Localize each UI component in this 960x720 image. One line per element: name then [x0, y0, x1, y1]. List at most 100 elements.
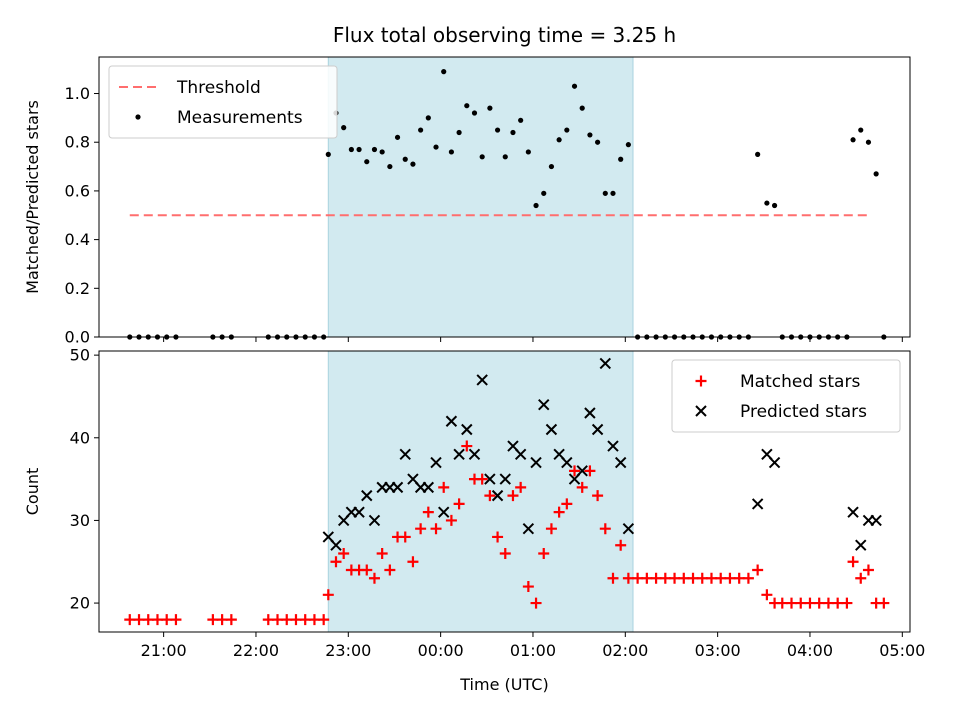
matched-stars-point — [438, 481, 450, 493]
count-panel-frame — [98, 350, 911, 633]
matched-stars-point — [776, 597, 788, 609]
matched-stars-point — [632, 572, 644, 584]
matched-stars-point — [592, 490, 604, 502]
measurements-point — [595, 139, 601, 145]
y-tick-label: 20 — [70, 594, 90, 613]
matched-stars-point — [361, 564, 373, 576]
x-tick-label: 21:00 — [141, 641, 187, 660]
matched-stars-point — [615, 539, 627, 551]
matched-stars-point — [538, 547, 550, 559]
measurements-point — [325, 151, 331, 157]
measurements-point — [441, 69, 447, 75]
matched-stars-point — [453, 498, 465, 510]
matched-stars-legend-label: Matched stars — [740, 372, 860, 392]
predicted-stars-point — [484, 473, 496, 485]
y-tick-label: 0.6 — [65, 181, 90, 200]
matched-stars-point — [376, 547, 388, 559]
measurements-point — [764, 200, 770, 206]
x-tick-label: 00:00 — [418, 641, 464, 660]
predicted-stars-point — [422, 481, 435, 494]
measurements-point — [541, 190, 547, 196]
x-tick-label: 04:00 — [787, 641, 833, 660]
matched-stars-point — [855, 572, 867, 584]
matched-stars-point — [322, 589, 334, 601]
measurements-point — [556, 137, 562, 143]
measurements-point — [425, 115, 431, 121]
matched-stars-point — [862, 564, 874, 576]
matched-stars-point — [599, 523, 611, 535]
x-tick-label: 02:00 — [602, 641, 648, 660]
matched-stars-point — [161, 614, 173, 626]
y-tick-label: 0.0 — [65, 328, 90, 347]
matched-stars-point — [476, 473, 488, 485]
predicted-stars-point — [530, 456, 542, 469]
ratio-panel-frame — [98, 56, 911, 338]
matched-stars-point — [569, 465, 581, 477]
measurements-point — [618, 156, 624, 162]
matched-stars-point — [786, 597, 798, 609]
matched-stars-point — [368, 572, 380, 584]
matched-stars-point — [724, 572, 736, 584]
measurements-point — [402, 156, 408, 162]
measurements-point — [448, 149, 455, 155]
predicted-stars-point — [368, 514, 381, 527]
predicted-stars-point — [538, 399, 550, 411]
y-tick-label: 30 — [70, 511, 90, 530]
threshold-legend-label: Threshold — [176, 78, 261, 98]
matched-stars-point — [430, 523, 442, 535]
count-panel: 20 30 40 50 21:00 22:00 23:00 00:00 01:00 02:00 03… — [23, 346, 925, 694]
measurements-point — [379, 149, 385, 155]
matched-stars-point — [622, 572, 634, 584]
matched-stars-point — [170, 614, 182, 626]
predicted-stars-point — [614, 456, 627, 469]
matched-stars-point — [290, 614, 302, 626]
predicted-stars-point — [453, 448, 465, 461]
predicted-stars-legend-swatch — [695, 405, 707, 417]
measurements-point — [525, 149, 531, 155]
measurements-point — [858, 127, 864, 133]
matched-stars-point — [318, 614, 330, 626]
predicted-stars-point — [847, 506, 859, 518]
matched-stars-point — [659, 572, 671, 584]
y-tick-label: 0.8 — [65, 133, 90, 152]
predicted-stars-legend-label: Predicted stars — [740, 402, 867, 422]
y-tick-label: 0.2 — [65, 279, 90, 298]
matched-stars-point — [705, 572, 717, 584]
matched-stars-point — [752, 564, 764, 576]
predicted-stars-point — [622, 522, 635, 535]
y-tick-label: 0.4 — [65, 230, 90, 249]
measurements-point — [865, 139, 872, 145]
matched-stars-point — [415, 523, 427, 535]
measurements-point — [494, 127, 501, 133]
measurements-point — [548, 163, 555, 170]
predicted-stars-point — [476, 374, 488, 386]
matched-stars-point — [299, 614, 311, 626]
matched-stars-point — [530, 597, 542, 609]
predicted-stars-point — [438, 506, 450, 518]
matched-stars-point — [761, 589, 773, 601]
matched-stars-point — [422, 506, 434, 518]
matched-stars-point — [795, 597, 807, 609]
measurements-point — [518, 117, 524, 123]
predicted-stars-point — [576, 465, 588, 477]
matched-stars-point — [484, 490, 496, 502]
matched-stars-legend-swatch — [695, 375, 707, 387]
measurements-point — [502, 154, 508, 160]
predicted-stars-point — [584, 407, 596, 419]
measurements-point — [433, 144, 439, 150]
x-tick-label: 22:00 — [233, 641, 279, 660]
predicted-stars-point — [499, 473, 511, 485]
measurements-point — [371, 146, 378, 153]
predicted-stars-point — [561, 456, 573, 469]
predicted-stars-point — [353, 506, 365, 518]
measurements-legend-swatch — [135, 114, 141, 120]
matched-stars-point — [399, 531, 411, 543]
measurements-point — [410, 161, 416, 167]
matched-stars-point — [561, 498, 573, 510]
predicted-stars-point — [330, 539, 342, 551]
matched-stars-point — [142, 614, 154, 626]
measurements-point — [341, 125, 347, 131]
matched-stars-point — [669, 572, 681, 584]
matched-stars-point — [742, 572, 754, 584]
predicted-stars-point — [468, 448, 481, 461]
